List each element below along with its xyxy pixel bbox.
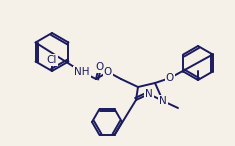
Text: O: O	[95, 62, 103, 72]
Text: O: O	[166, 73, 174, 83]
Text: NH: NH	[74, 67, 90, 77]
Text: Cl: Cl	[47, 55, 57, 65]
Text: O: O	[104, 67, 112, 77]
Text: N: N	[145, 89, 153, 99]
Text: N: N	[159, 96, 167, 106]
